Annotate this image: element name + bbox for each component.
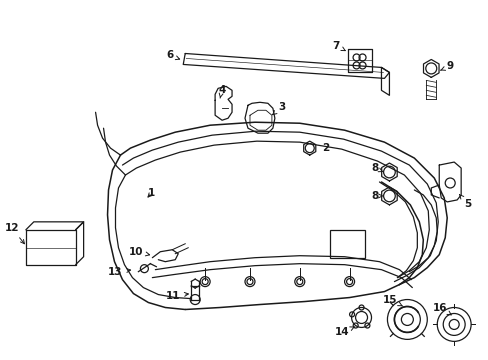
Text: 12: 12: [4, 223, 24, 244]
Text: 9: 9: [440, 62, 452, 71]
Text: 5: 5: [459, 194, 470, 209]
Text: 7: 7: [331, 41, 345, 51]
Text: 3: 3: [272, 102, 285, 114]
Text: 8: 8: [370, 191, 382, 201]
Text: 15: 15: [382, 294, 402, 306]
Text: 11: 11: [165, 291, 188, 301]
Text: 4: 4: [218, 85, 225, 98]
Text: 10: 10: [129, 247, 149, 257]
Text: 13: 13: [108, 267, 130, 276]
Text: 14: 14: [334, 327, 354, 337]
Text: 1: 1: [148, 188, 155, 198]
Text: 6: 6: [166, 50, 179, 60]
Bar: [329, 230, 364, 258]
Text: 8: 8: [370, 163, 382, 173]
Text: 16: 16: [432, 302, 450, 315]
Text: 2: 2: [321, 143, 328, 153]
